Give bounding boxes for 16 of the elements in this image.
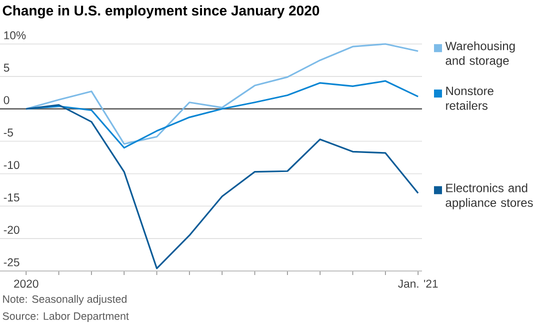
chart-title: Change in U.S. employment since January 2020	[2, 5, 320, 18]
y-tick-label: -10	[4, 160, 20, 169]
y-tick-label: 5	[4, 64, 10, 72]
y-tick-label: -20	[4, 226, 20, 234]
y-tick-label: 10%	[4, 31, 26, 40]
y-tick-label: 0	[4, 96, 10, 104]
legend-label: Warehousing and storage	[445, 41, 515, 68]
source-note: Source: Labor Department	[2, 312, 129, 322]
legend-label: Electronics and appliance stores	[446, 183, 533, 210]
x-tick-label: 2020	[14, 280, 38, 288]
text: Note: Seasonally adjusted	[3, 295, 126, 305]
y-tick-label: -15	[4, 194, 20, 202]
legend-label: Nonstore retailers	[446, 86, 494, 110]
x-tick-label: Jan. '21	[398, 280, 438, 288]
y-tick-label: -5	[4, 128, 13, 137]
y-tick-label: -25	[4, 258, 20, 266]
